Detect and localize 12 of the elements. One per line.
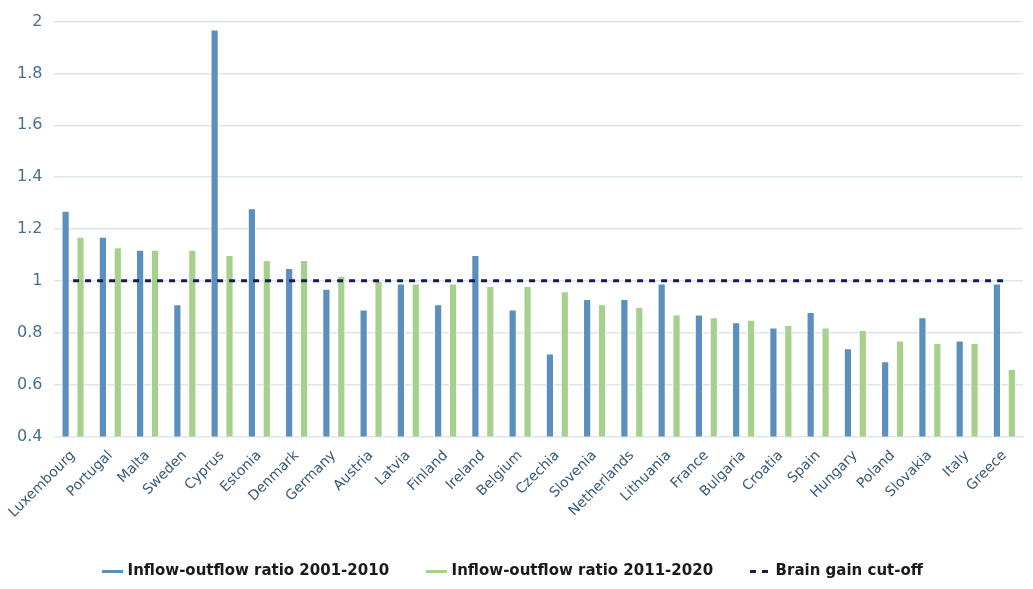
- y-tick-label: 1.8: [16, 62, 43, 82]
- legend-label: Brain gain cut-off: [775, 561, 924, 580]
- y-tick-label: 0.4: [16, 425, 43, 445]
- y-tick-label: 0.6: [16, 373, 43, 393]
- y-tick-label: 1.2: [16, 218, 43, 238]
- legend-label: Inflow-outflow ratio 2001-2010: [127, 561, 390, 580]
- legend-label: Inflow-outflow ratio 2011-2020: [451, 561, 714, 580]
- y-tick-label: 1: [32, 270, 43, 290]
- y-tick-label: 1.6: [16, 114, 43, 134]
- y-tick-label: 1.4: [16, 166, 43, 186]
- y-tick-label: 2: [32, 10, 43, 30]
- y-tick-label: 0.8: [16, 321, 43, 341]
